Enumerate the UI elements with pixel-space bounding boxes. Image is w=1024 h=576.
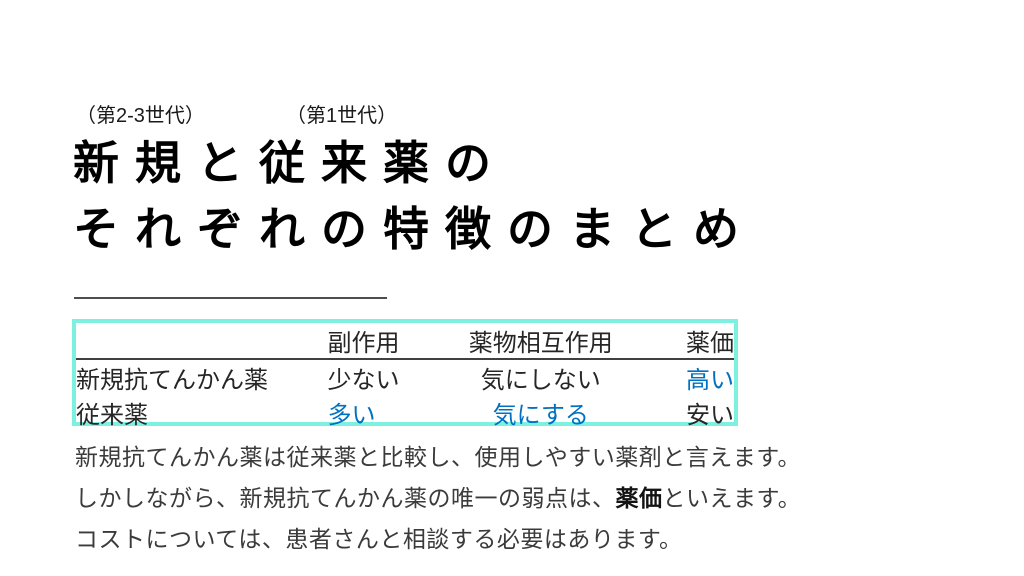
- body-text-block: 新規抗てんかん薬は従来薬と比較し、使用しやすい薬剤と言えます。 しかしながら、新…: [75, 437, 801, 560]
- table-header-empty: [76, 323, 328, 360]
- body-line-2: しかしながら、新規抗てんかん薬の唯一の弱点は、薬価といえます。: [75, 478, 801, 519]
- body-line-2-post: といえます。: [662, 485, 802, 511]
- body-line-2-pre: しかしながら、新規抗てんかん薬の唯一の弱点は、: [75, 485, 616, 511]
- table-header-side-effects: 副作用: [327, 323, 441, 360]
- row-label-new-antiepileptics: 新規抗てんかん薬: [76, 367, 268, 394]
- comparison-table-frame: 副作用 薬物相互作用 薬価 新規抗てんかん薬 少ない 気にしない 高い 従来薬 …: [72, 319, 738, 429]
- table-header-drug-price: 薬価: [641, 323, 734, 360]
- table-header-row: 副作用 薬物相互作用 薬価: [76, 323, 734, 360]
- table-header-drug-interactions: 薬物相互作用: [440, 323, 642, 360]
- cell-new-price-high: 高い: [686, 367, 734, 394]
- annotation-generation-1: （第1世代）: [286, 105, 398, 127]
- cell-new-interactions: 気にしない: [480, 367, 601, 394]
- slide-title-line1: 新規と従来薬の: [73, 137, 507, 189]
- cell-new-side-effects: 少ない: [327, 367, 400, 394]
- slide-title-line2: それぞれの特徴のまとめ: [73, 203, 755, 255]
- table-row-new-antiepileptics: 新規抗てんかん薬 少ない 気にしない 高い: [76, 359, 734, 395]
- body-line-2-emphasis-price: 薬価: [615, 485, 663, 511]
- cell-conventional-interactions-care: 気にする: [492, 402, 589, 429]
- table-row-conventional-drugs: 従来薬 多い 気にする 安い: [76, 395, 734, 430]
- body-line-1: 新規抗てんかん薬は従来薬と比較し、使用しやすい薬剤と言えます。: [75, 444, 801, 470]
- body-line-3: コストについては、患者さんと相談する必要はあります。: [75, 526, 683, 552]
- row-label-conventional-drugs: 従来薬: [76, 402, 148, 429]
- comparison-table: 副作用 薬物相互作用 薬価 新規抗てんかん薬 少ない 気にしない 高い 従来薬 …: [76, 323, 734, 430]
- cell-conventional-price-low: 安い: [686, 402, 734, 429]
- slide-title: 新規と従来薬のそれぞれの特徴のまとめ: [73, 130, 755, 262]
- annotation-generation-2-3: （第2-3世代）: [76, 105, 205, 127]
- cell-conventional-side-effects-many: 多い: [327, 402, 376, 429]
- title-underline: [74, 297, 387, 299]
